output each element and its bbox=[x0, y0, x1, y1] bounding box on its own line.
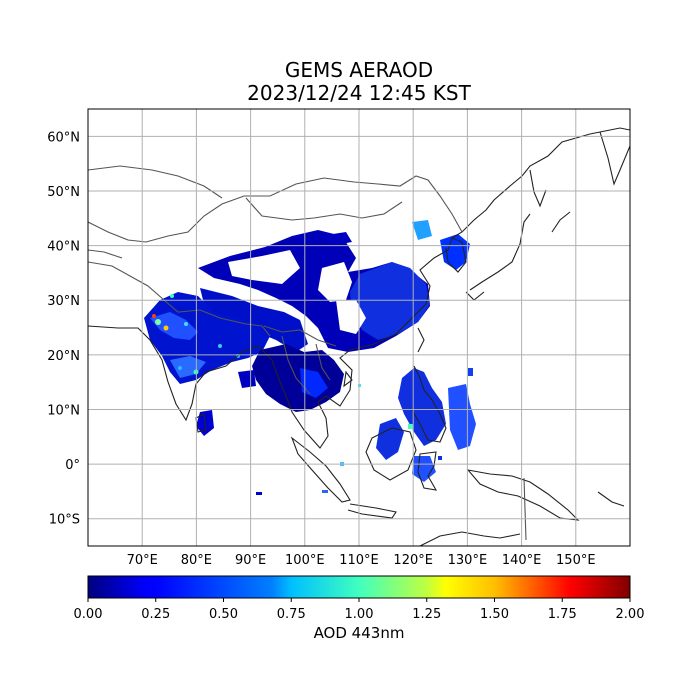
longitude-tick-label: 80°E bbox=[181, 553, 212, 568]
longitude-tick-label: 110°E bbox=[339, 553, 379, 568]
latitude-tick-label: 40°N bbox=[47, 240, 80, 255]
latitude-ticks: 60°N 50°N 40°N 30°N 20°N 10°N 0° 10°S bbox=[47, 130, 80, 527]
colorbar-tick-label: 0.50 bbox=[209, 607, 238, 622]
map-frame bbox=[87, 108, 631, 547]
colorbar-tick-label: 1.00 bbox=[345, 607, 374, 622]
latitude-tick-label: 10°N bbox=[47, 403, 80, 418]
longitude-tick-label: 90°E bbox=[235, 553, 266, 568]
latitude-tick-label: 10°S bbox=[49, 513, 80, 528]
colorbar-tick-label: 0.25 bbox=[141, 607, 170, 622]
longitude-tick-label: 100°E bbox=[285, 553, 325, 568]
longitude-tick-label: 150°E bbox=[556, 553, 596, 568]
longitude-tick-label: 140°E bbox=[502, 553, 542, 568]
colorbar-tick-label: 1.75 bbox=[548, 607, 577, 622]
aod-region-philippines bbox=[398, 368, 446, 446]
colorbar-tick-label: 0.75 bbox=[277, 607, 306, 622]
coastlines bbox=[88, 127, 630, 546]
aod-region-indochina bbox=[252, 344, 344, 412]
longitude-tick-label: 70°E bbox=[127, 553, 158, 568]
colorbar-ticks: 0.00 0.25 0.50 0.75 1.00 1.25 1.50 1.75 2.00 bbox=[74, 598, 645, 622]
colorbar-tick-label: 0.00 bbox=[74, 607, 103, 622]
colorbar-label: AOD 443nm bbox=[313, 624, 405, 642]
map-subtitle: 2023/12/24 12:45 KST bbox=[247, 81, 471, 105]
longitude-ticks: 70°E 80°E 90°E 100°E 110°E 120°E 130°E 140°E 150… bbox=[127, 553, 596, 568]
aod-region-borneo bbox=[376, 418, 404, 460]
graticule bbox=[88, 109, 630, 546]
longitude-tick-label: 120°E bbox=[393, 553, 433, 568]
aod-region-tibet bbox=[200, 288, 308, 352]
colorbar-tick-label: 2.00 bbox=[616, 607, 645, 622]
latitude-tick-label: 50°N bbox=[47, 185, 80, 200]
colorbar-tick-label: 1.25 bbox=[412, 607, 441, 622]
latitude-tick-label: 0° bbox=[65, 458, 80, 473]
latitude-tick-label: 20°N bbox=[47, 349, 80, 364]
colorbar-tick-label: 1.50 bbox=[480, 607, 509, 622]
latitude-tick-label: 30°N bbox=[47, 294, 80, 309]
latitude-tick-label: 60°N bbox=[47, 130, 80, 145]
colorbar bbox=[88, 576, 630, 598]
map-title: GEMS AERAOD bbox=[284, 58, 434, 82]
longitude-tick-label: 130°E bbox=[448, 553, 488, 568]
